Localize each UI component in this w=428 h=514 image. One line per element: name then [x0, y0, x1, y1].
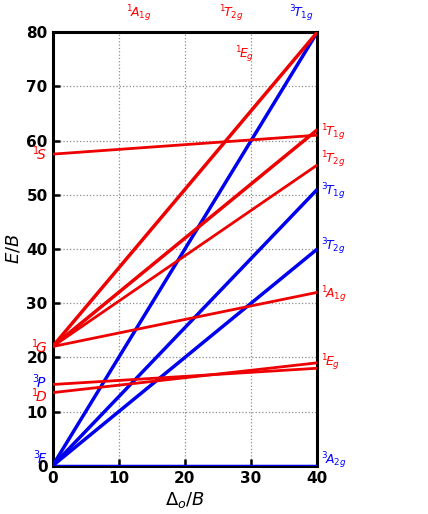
- Text: $^1\!A_{1g}$: $^1\!A_{1g}$: [321, 285, 346, 305]
- X-axis label: $\Delta_o/B$: $\Delta_o/B$: [165, 490, 205, 510]
- Text: $^3\!A_{2g}$: $^3\!A_{2g}$: [321, 450, 346, 471]
- Text: $^1\!D$: $^1\!D$: [31, 386, 47, 405]
- Text: $^3\!P$: $^3\!P$: [33, 373, 47, 391]
- Text: $^1\!T_{2g}$: $^1\!T_{2g}$: [219, 4, 244, 24]
- Text: $^3\!F$: $^3\!F$: [33, 448, 47, 467]
- Text: $^1\!T_{1g}$: $^1\!T_{1g}$: [321, 122, 345, 143]
- Text: $^1\!A_{1g}$: $^1\!A_{1g}$: [126, 4, 151, 24]
- Text: $^3\!T_{2g}$: $^3\!T_{2g}$: [321, 236, 345, 256]
- Text: $^3\!T_{1g}$: $^3\!T_{1g}$: [321, 182, 345, 203]
- Text: $^1\!T_{2g}$: $^1\!T_{2g}$: [321, 149, 345, 170]
- Text: $^3\!T_{1g}$: $^3\!T_{1g}$: [288, 4, 313, 24]
- Text: $^1\!S$: $^1\!S$: [33, 145, 47, 163]
- Text: $^1\!E_g$: $^1\!E_g$: [235, 44, 254, 65]
- Y-axis label: $E/B$: $E/B$: [4, 234, 22, 264]
- Text: $^1\!E_g$: $^1\!E_g$: [321, 353, 340, 373]
- Text: $^1\!G$: $^1\!G$: [31, 337, 47, 356]
